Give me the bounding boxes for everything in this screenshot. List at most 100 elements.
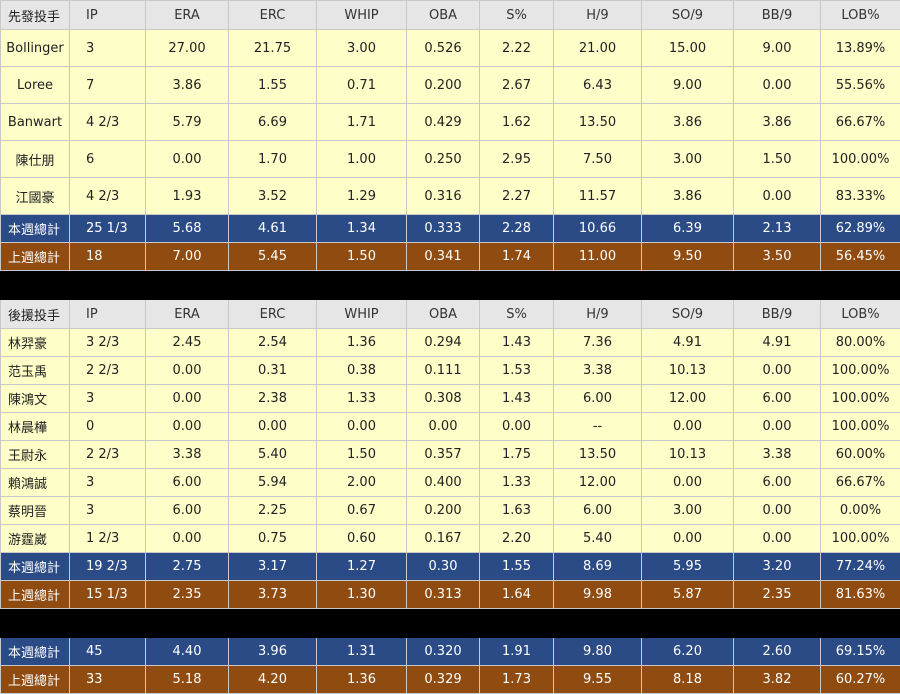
stat-cell: 1.29 <box>317 178 407 215</box>
stat-cell: 27.00 <box>146 30 229 67</box>
stat-cell: 2.54 <box>229 329 317 357</box>
stat-cell: 0.00 <box>734 525 821 553</box>
section-separator <box>1 609 900 638</box>
stat-cell: 0.167 <box>407 525 480 553</box>
stat-cell: 18 <box>70 243 146 271</box>
stat-cell: 0.38 <box>317 357 407 385</box>
stat-cell: 2.13 <box>734 215 821 243</box>
stat-cell: 0.30 <box>407 553 480 581</box>
stat-cell: 11.57 <box>554 178 642 215</box>
stat-cell: 2.22 <box>480 30 554 67</box>
stat-cell: 66.67% <box>821 469 900 497</box>
stat-cell: H/9 <box>554 300 642 329</box>
stat-cell: 1.55 <box>229 67 317 104</box>
stat-cell: LOB% <box>821 300 900 329</box>
stat-cell: 21.75 <box>229 30 317 67</box>
stat-cell: 6.43 <box>554 67 642 104</box>
stat-cell: 100.00% <box>821 357 900 385</box>
row-label-cell: Banwart <box>1 104 70 141</box>
stat-cell: 3.96 <box>229 638 317 666</box>
stat-cell: 2.25 <box>229 497 317 525</box>
stat-cell: 2.35 <box>734 581 821 609</box>
stat-cell: 0.00 <box>146 357 229 385</box>
stat-cell: 9.00 <box>642 67 734 104</box>
stat-cell: 1.62 <box>480 104 554 141</box>
stat-cell: 3.38 <box>554 357 642 385</box>
stat-cell: 0.00 <box>480 413 554 441</box>
stat-cell: 1.33 <box>480 469 554 497</box>
stat-cell: 6.00 <box>554 497 642 525</box>
stat-cell: 7 <box>70 67 146 104</box>
stat-cell: 1.91 <box>480 638 554 666</box>
stat-cell: 2.20 <box>480 525 554 553</box>
stat-cell: 1.00 <box>317 141 407 178</box>
stat-cell: 0.308 <box>407 385 480 413</box>
stat-cell: 1.63 <box>480 497 554 525</box>
stat-cell: H/9 <box>554 1 642 30</box>
stat-cell: 2 2/3 <box>70 441 146 469</box>
stat-cell: 1.31 <box>317 638 407 666</box>
stat-cell: 5.95 <box>642 553 734 581</box>
stat-cell: 3 <box>70 497 146 525</box>
stat-cell: 5.45 <box>229 243 317 271</box>
stat-cell: 33 <box>70 666 146 694</box>
stat-cell: 9.50 <box>642 243 734 271</box>
stat-cell: 2.75 <box>146 553 229 581</box>
stat-cell: 25 1/3 <box>70 215 146 243</box>
stat-cell: ERC <box>229 1 317 30</box>
stat-cell: 3.52 <box>229 178 317 215</box>
stat-cell: 1.73 <box>480 666 554 694</box>
stat-cell: 55.56% <box>821 67 900 104</box>
row-label-cell: 賴鴻誠 <box>1 469 70 497</box>
stat-cell: 2.67 <box>480 67 554 104</box>
stat-cell: 0.00 <box>734 413 821 441</box>
stat-cell: 0.00 <box>734 357 821 385</box>
stat-cell: 0.313 <box>407 581 480 609</box>
stat-cell: 0.31 <box>229 357 317 385</box>
stat-cell: OBA <box>407 1 480 30</box>
stat-cell: 0 <box>70 413 146 441</box>
stat-cell: 62.89% <box>821 215 900 243</box>
row-label-cell: 後援投手 <box>1 300 70 329</box>
stat-cell: 7.36 <box>554 329 642 357</box>
row-label-cell: Bollinger <box>1 30 70 67</box>
row-label-cell: 上週總計 <box>1 666 70 694</box>
stat-cell: 8.18 <box>642 666 734 694</box>
stat-cell: 0.00 <box>734 67 821 104</box>
stat-cell: 3.86 <box>642 178 734 215</box>
stat-cell: 8.69 <box>554 553 642 581</box>
stat-cell: 56.45% <box>821 243 900 271</box>
stat-cell: 45 <box>70 638 146 666</box>
stat-cell: 3.86 <box>734 104 821 141</box>
row-label-cell: 蔡明晉 <box>1 497 70 525</box>
stat-cell: 5.40 <box>229 441 317 469</box>
stat-cell: 3.00 <box>317 30 407 67</box>
row-label-cell: 本週總計 <box>1 638 70 666</box>
stat-cell: 1.70 <box>229 141 317 178</box>
stat-cell: S% <box>480 300 554 329</box>
stat-cell: 2.28 <box>480 215 554 243</box>
stat-cell: LOB% <box>821 1 900 30</box>
stat-cell: 81.63% <box>821 581 900 609</box>
section-separator <box>1 271 900 300</box>
stat-cell: 0.00 <box>642 413 734 441</box>
stat-cell: 21.00 <box>554 30 642 67</box>
stat-cell: 2.38 <box>229 385 317 413</box>
stat-cell: 12.00 <box>554 469 642 497</box>
row-label-cell: 上週總計 <box>1 243 70 271</box>
stat-cell: 1.64 <box>480 581 554 609</box>
stat-cell: 5.79 <box>146 104 229 141</box>
stat-cell: 2.95 <box>480 141 554 178</box>
stat-cell: 4.20 <box>229 666 317 694</box>
stat-cell: 9.00 <box>734 30 821 67</box>
stat-cell: 3.00 <box>642 497 734 525</box>
stat-cell: 0.00% <box>821 497 900 525</box>
stat-cell: 0.00 <box>317 413 407 441</box>
stat-cell: 66.67% <box>821 104 900 141</box>
